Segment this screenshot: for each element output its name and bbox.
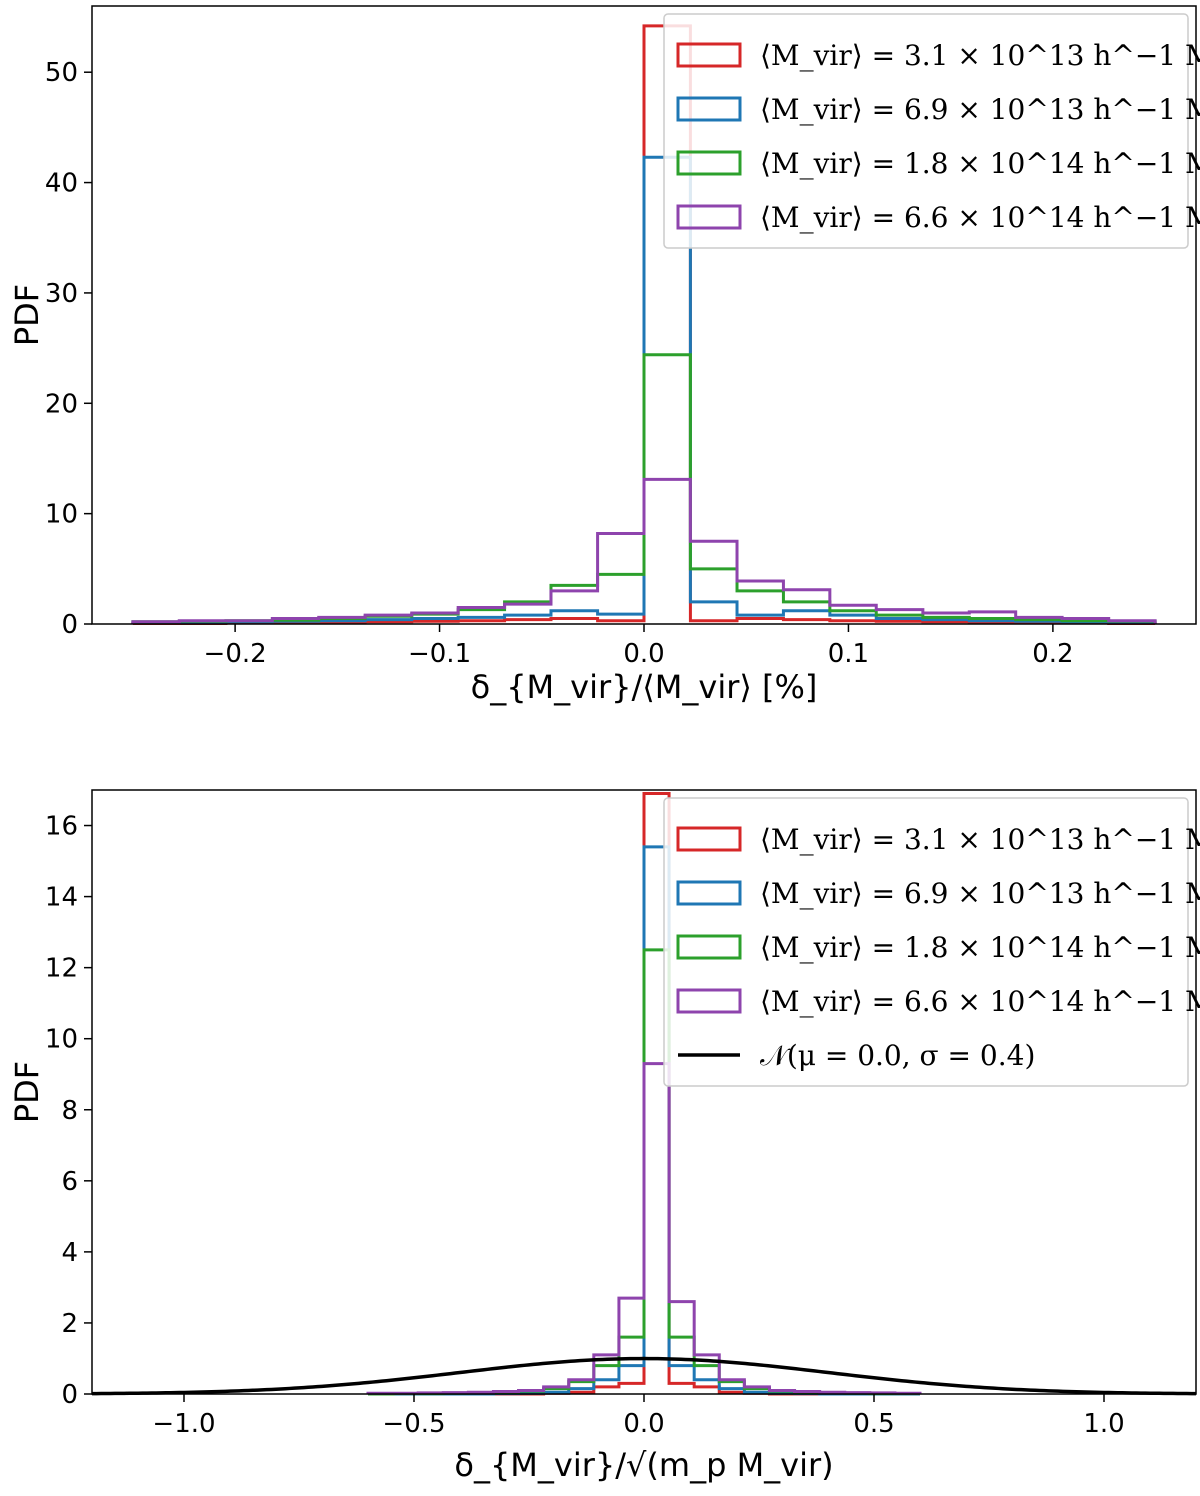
- x-axis-label: δ_{M_vir}/√(m_p M_vir): [454, 1446, 833, 1484]
- x-tick-label: 0.0: [623, 639, 664, 669]
- legend-entry-label: ⟨M_vir⟩ = 6.6 × 10^14 h^−1 M_⊙: [760, 985, 1200, 1018]
- legend-swatch: [676, 150, 742, 176]
- chart-bottom: −1.0 −0.5 0.0 0.5 1.0 0 2 4 6 8 10 12 14 16 PDF δ_{M_vi…: [8, 789, 1200, 1484]
- y-tick-label: 8: [61, 1096, 78, 1126]
- y-tick-label: 0: [61, 1380, 78, 1410]
- x-tick-label: −0.2: [204, 639, 267, 669]
- legend: ⟨M_vir⟩ = 3.1 × 10^13 h^−1 M_⊙ ⟨M_vir⟩ = …: [663, 13, 1200, 249]
- x-tick-label: 0.1: [828, 639, 869, 669]
- y-axis-label: PDF: [8, 1061, 46, 1123]
- x-tick-label: 1.0: [1083, 1409, 1124, 1439]
- histogram-series: [131, 24, 1157, 625]
- y-tick-label: 2: [61, 1309, 78, 1339]
- histogram-step-green: [131, 353, 1157, 624]
- y-tick-label: 4: [61, 1238, 78, 1268]
- y-tick-label: 0: [61, 610, 78, 640]
- legend-frame: [663, 797, 1189, 1087]
- y-axis-label: PDF: [8, 284, 46, 346]
- x-tick-label: −0.1: [408, 639, 471, 669]
- legend-entry-label: 𝒩(μ = 0.0, σ = 0.4): [760, 1039, 1035, 1072]
- legend-entry-label: ⟨M_vir⟩ = 6.9 × 10^13 h^−1 M_⊙: [760, 877, 1200, 910]
- x-tick-label: 0.5: [853, 1409, 894, 1439]
- legend-swatch: [676, 826, 742, 852]
- legend-entry-label: ⟨M_vir⟩ = 3.1 × 10^13 h^−1 M_⊙: [760, 823, 1200, 856]
- histogram-step-purple: [131, 477, 1157, 624]
- y-tick-label: 14: [45, 883, 78, 913]
- legend-entry-label: ⟨M_vir⟩ = 1.8 × 10^14 h^−1 M_⊙: [760, 147, 1200, 180]
- y-tick-label: 50: [45, 58, 78, 88]
- y-tick-label: 40: [45, 169, 78, 199]
- legend-swatch: [676, 204, 742, 230]
- legend-swatch: [676, 880, 742, 906]
- y-tick-label: 6: [61, 1167, 78, 1197]
- legend-entry-label: ⟨M_vir⟩ = 1.8 × 10^14 h^−1 M_⊙: [760, 931, 1200, 964]
- legend-swatch: [676, 96, 742, 122]
- histogram-step-purple: [366, 1062, 922, 1395]
- x-tick-label: −0.5: [382, 1409, 445, 1439]
- y-tick-label: 10: [45, 500, 78, 530]
- legend-frame: [663, 13, 1189, 249]
- y-tick-label: 20: [45, 389, 78, 419]
- normal-curve: [91, 1356, 1197, 1396]
- chart-top: −0.2 −0.1 0.0 0.1 0.2 0 10 20 30 40 50 PDF δ_{M_vir}…: [8, 5, 1200, 706]
- x-tick-label: −1.0: [152, 1409, 215, 1439]
- x-axis-label: δ_{M_vir}/⟨M_vir⟩ [%]: [471, 668, 818, 706]
- legend-swatch: [676, 42, 742, 68]
- legend-swatch: [676, 934, 742, 960]
- y-tick-label: 16: [45, 812, 78, 842]
- y-tick-label: 30: [45, 279, 78, 309]
- x-tick-label: 0.0: [623, 1409, 664, 1439]
- x-tick-label: 0.2: [1032, 639, 1073, 669]
- y-tick-label: 10: [45, 1025, 78, 1055]
- legend-entry-label: ⟨M_vir⟩ = 6.9 × 10^13 h^−1 M_⊙: [760, 93, 1200, 126]
- legend-swatch: [676, 988, 742, 1014]
- legend-entry-label: ⟨M_vir⟩ = 3.1 × 10^13 h^−1 M_⊙: [760, 39, 1200, 72]
- legend-entry-label: ⟨M_vir⟩ = 6.6 × 10^14 h^−1 M_⊙: [760, 201, 1200, 234]
- legend: ⟨M_vir⟩ = 3.1 × 10^13 h^−1 M_⊙ ⟨M_vir⟩ = …: [663, 797, 1200, 1087]
- y-tick-label: 12: [45, 954, 78, 984]
